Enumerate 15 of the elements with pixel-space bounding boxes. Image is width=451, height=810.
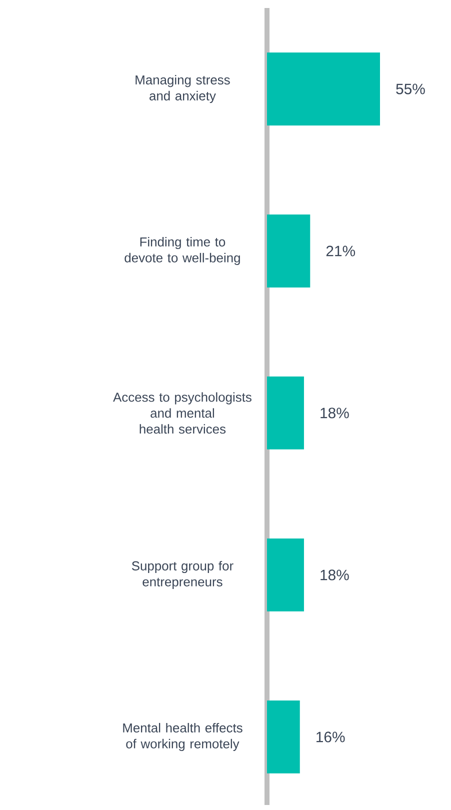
data-label: 18% bbox=[320, 570, 349, 580]
bar bbox=[266, 538, 304, 612]
y-tick-label: Managing stress and anxiety bbox=[136, 74, 230, 104]
y-tick-label: Finding time to devote to well-being bbox=[124, 236, 240, 265]
bar bbox=[266, 376, 304, 450]
data-label: 21% bbox=[326, 246, 356, 256]
y-tick-label: Access to psychologists and mental health services bbox=[113, 392, 252, 434]
data-label: 55% bbox=[396, 84, 425, 94]
y-tick-label: Support group for entrepreneurs bbox=[132, 560, 234, 589]
data-label: 18% bbox=[320, 408, 349, 418]
bar bbox=[266, 52, 380, 126]
bar bbox=[266, 214, 310, 288]
bar bbox=[266, 700, 300, 774]
data-label: 16% bbox=[316, 732, 345, 742]
y-tick-label: Mental health effects of working remotely bbox=[123, 722, 242, 751]
